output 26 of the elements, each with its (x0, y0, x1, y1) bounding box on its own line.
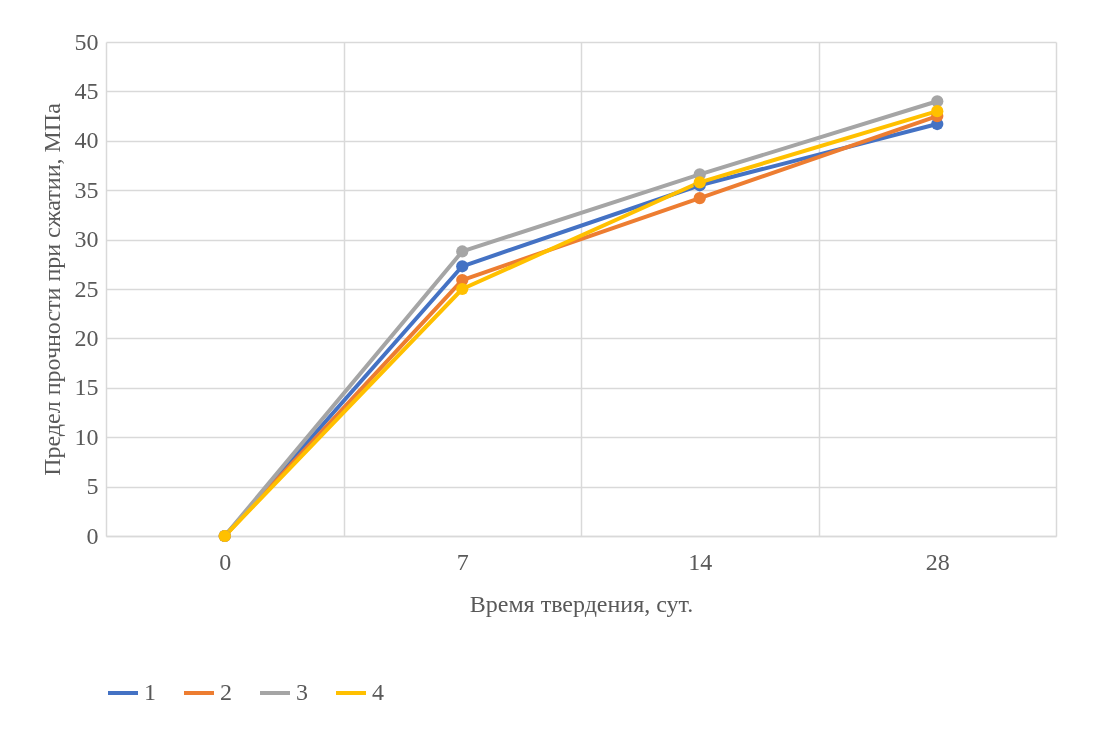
point (456, 245, 469, 258)
y-tick-label: 15 (74, 374, 99, 401)
y-tick-label: 30 (74, 226, 99, 253)
y-tick-label: 20 (74, 324, 99, 351)
y-axis-title: Предел прочности при сжатии, МПа (38, 102, 65, 476)
x-tick-label: 7 (456, 548, 469, 575)
y-tick-label: 50 (74, 28, 99, 55)
y-tick-label: 0 (86, 522, 99, 549)
legend-label: 4 (372, 679, 384, 705)
y-tick-label: 35 (74, 176, 99, 203)
legend-label: 3 (296, 679, 308, 705)
y-tick-label: 45 (74, 77, 99, 104)
x-tick-label: 14 (688, 548, 713, 575)
point (693, 191, 706, 205)
x-axis-title: Время твердения, сут. (469, 590, 694, 617)
legend-label: 2 (220, 679, 232, 705)
y-tick-label: 5 (86, 473, 99, 500)
x-tick-label: 0 (219, 548, 232, 575)
point (456, 260, 469, 273)
legend-label: 1 (144, 679, 156, 705)
point (456, 282, 469, 296)
y-tick-label: 25 (74, 275, 99, 302)
point (931, 105, 944, 118)
y-tick-label: 10 (74, 423, 99, 450)
x-tick-label: 28 (925, 548, 950, 575)
y-tick-label: 40 (74, 127, 99, 154)
